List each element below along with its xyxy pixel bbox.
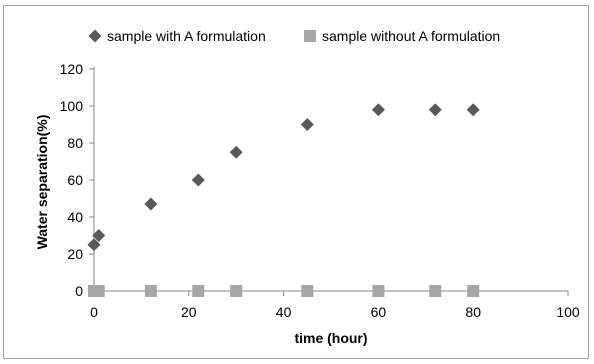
y-tick-label: 40	[67, 209, 83, 225]
data-point-diamond	[87, 238, 101, 252]
y-tick-label: 80	[67, 135, 83, 151]
y-axis-title: Water separation(%)	[34, 115, 50, 250]
y-tick-label: 0	[75, 283, 83, 299]
legend-label: sample without A formulation	[322, 28, 500, 44]
data-point-square	[230, 285, 243, 297]
y-tick-label: 100	[60, 98, 84, 114]
data-point-diamond	[300, 118, 314, 131]
y-tick-label: 20	[67, 246, 83, 262]
data-point-diamond	[466, 103, 480, 117]
x-tick-label: 80	[465, 304, 481, 320]
chart-frame	[3, 5, 589, 359]
legend: sample with A formulation sample without …	[88, 28, 500, 44]
legend-marker-square	[304, 30, 316, 42]
data-point-square	[467, 285, 480, 297]
data-point-square	[372, 285, 385, 297]
x-tick-label: 60	[371, 304, 387, 320]
data-point-diamond	[428, 103, 442, 117]
data-point-square	[144, 285, 157, 297]
data-point-square	[301, 285, 314, 297]
data-point-diamond	[371, 103, 385, 117]
data-point-square	[429, 285, 442, 297]
x-tick-label: 40	[276, 304, 292, 320]
data-point-diamond	[92, 229, 106, 242]
legend-marker-diamond	[88, 29, 102, 43]
data-point-diamond	[144, 197, 158, 211]
x-tick-label: 100	[556, 304, 580, 320]
x-axis-title: time (hour)	[294, 330, 367, 346]
tick-labels: 0 20 40 60 80 100 120 0 20 40 60 80 100	[60, 61, 580, 320]
data-point-diamond	[191, 173, 205, 187]
y-tick-label: 120	[60, 61, 84, 77]
y-tick-label: 60	[67, 172, 83, 188]
x-tick-label: 0	[90, 304, 98, 320]
axes	[89, 67, 569, 296]
data-point-diamond	[229, 145, 243, 159]
data-point-square	[92, 285, 105, 297]
x-tick-label: 20	[181, 304, 197, 320]
plot-area	[87, 103, 480, 297]
legend-label: sample with A formulation	[107, 28, 266, 44]
data-point-square	[192, 285, 205, 297]
